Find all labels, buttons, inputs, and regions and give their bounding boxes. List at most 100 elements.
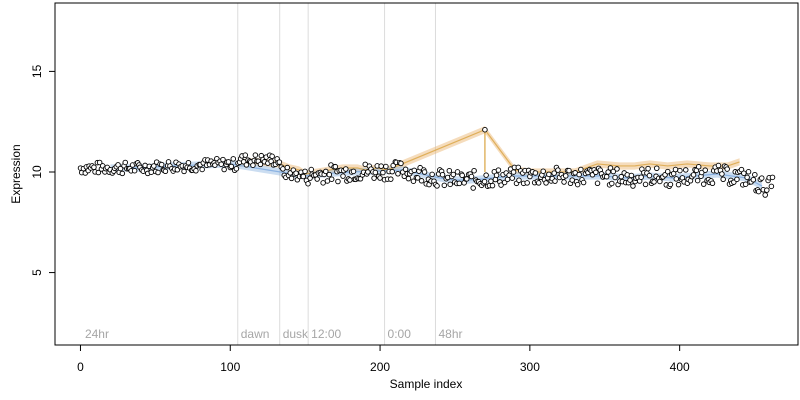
data-point [372, 169, 379, 176]
data-point [510, 169, 517, 175]
data-point [181, 168, 187, 175]
data-point [695, 164, 702, 170]
data-point [151, 163, 157, 169]
data-point [755, 188, 762, 195]
event-marker-label: 12:00 [311, 327, 341, 341]
data-point [509, 175, 515, 181]
data-point [576, 171, 582, 178]
data-point [574, 181, 581, 188]
x-tick-label: 200 [370, 360, 390, 374]
data-point [228, 163, 235, 170]
data-point [95, 169, 102, 176]
data-point [302, 168, 308, 175]
data-point [439, 171, 446, 178]
data-point [768, 183, 775, 190]
data-point [578, 166, 584, 173]
data-point [690, 172, 697, 178]
data-point [677, 167, 683, 174]
data-point [562, 173, 569, 179]
data-point [580, 179, 587, 186]
data-point [742, 181, 749, 187]
data-point [332, 163, 339, 170]
data-point [410, 178, 417, 184]
data-point [524, 180, 530, 186]
data-point [377, 175, 383, 181]
data-point [250, 162, 256, 168]
data-point [667, 181, 674, 188]
data-point [421, 169, 428, 175]
data-point [594, 180, 601, 187]
plot-frame [54, 2, 799, 346]
data-point [389, 168, 395, 175]
x-tick-label: 100 [220, 360, 240, 374]
y-tick-label: 5 [30, 269, 44, 276]
data-point [700, 181, 707, 187]
data-point [734, 176, 740, 183]
data-point [593, 169, 599, 176]
event-marker-label: dawn [241, 327, 270, 341]
data-point [546, 171, 552, 178]
data-point [610, 168, 617, 175]
data-point [555, 167, 561, 173]
data-point [745, 169, 752, 175]
data-point [694, 177, 701, 184]
data-point [665, 168, 671, 175]
data-point [752, 171, 758, 178]
y-tick-label: 10 [30, 165, 44, 179]
data-point [388, 176, 394, 182]
data-point [305, 180, 311, 187]
data-point [398, 160, 404, 167]
data-point [320, 180, 326, 186]
data-point [429, 171, 435, 178]
data-point [488, 178, 494, 185]
data-point [566, 167, 572, 174]
data-point [715, 162, 722, 169]
x-tick-label: 300 [520, 360, 540, 374]
data-point [561, 179, 567, 185]
data-point [158, 161, 165, 168]
data-point [459, 172, 465, 179]
data-point [468, 173, 475, 180]
data-point [450, 171, 457, 178]
data-point [605, 169, 611, 175]
data-point [638, 174, 644, 180]
data-point [495, 167, 502, 173]
data-point [609, 180, 615, 187]
data-point [242, 152, 249, 158]
data-point [630, 183, 636, 189]
data-point [380, 169, 386, 176]
data-point [414, 175, 421, 181]
data-point [552, 178, 558, 184]
x-tick-label: 0 [77, 360, 84, 374]
data-point [284, 164, 291, 171]
data-point [252, 152, 259, 158]
data-point [326, 171, 333, 178]
data-point [758, 175, 765, 181]
data-point [395, 170, 401, 177]
event-marker-label: 0:00 [388, 327, 412, 341]
data-point [148, 169, 155, 175]
data-point [155, 169, 161, 176]
data-point [612, 174, 618, 181]
data-point [418, 178, 425, 184]
data-point [350, 168, 357, 175]
data-point [769, 174, 776, 181]
x-axis-label: Sample index [390, 377, 463, 391]
data-point [347, 177, 353, 183]
data-point [225, 159, 232, 165]
data-point [719, 171, 725, 177]
data-point [489, 182, 496, 189]
axes: 0 100 200 300 400 5 10 15 [30, 64, 690, 374]
data-point [117, 165, 124, 172]
data-point [607, 165, 614, 171]
data-point [532, 170, 539, 176]
data-point [764, 187, 770, 193]
data-point [646, 172, 653, 179]
data-point [651, 179, 657, 185]
data-point [328, 176, 335, 182]
data-point [470, 185, 476, 191]
data-point [464, 176, 470, 182]
data-point [162, 168, 169, 175]
data-point [456, 180, 463, 187]
